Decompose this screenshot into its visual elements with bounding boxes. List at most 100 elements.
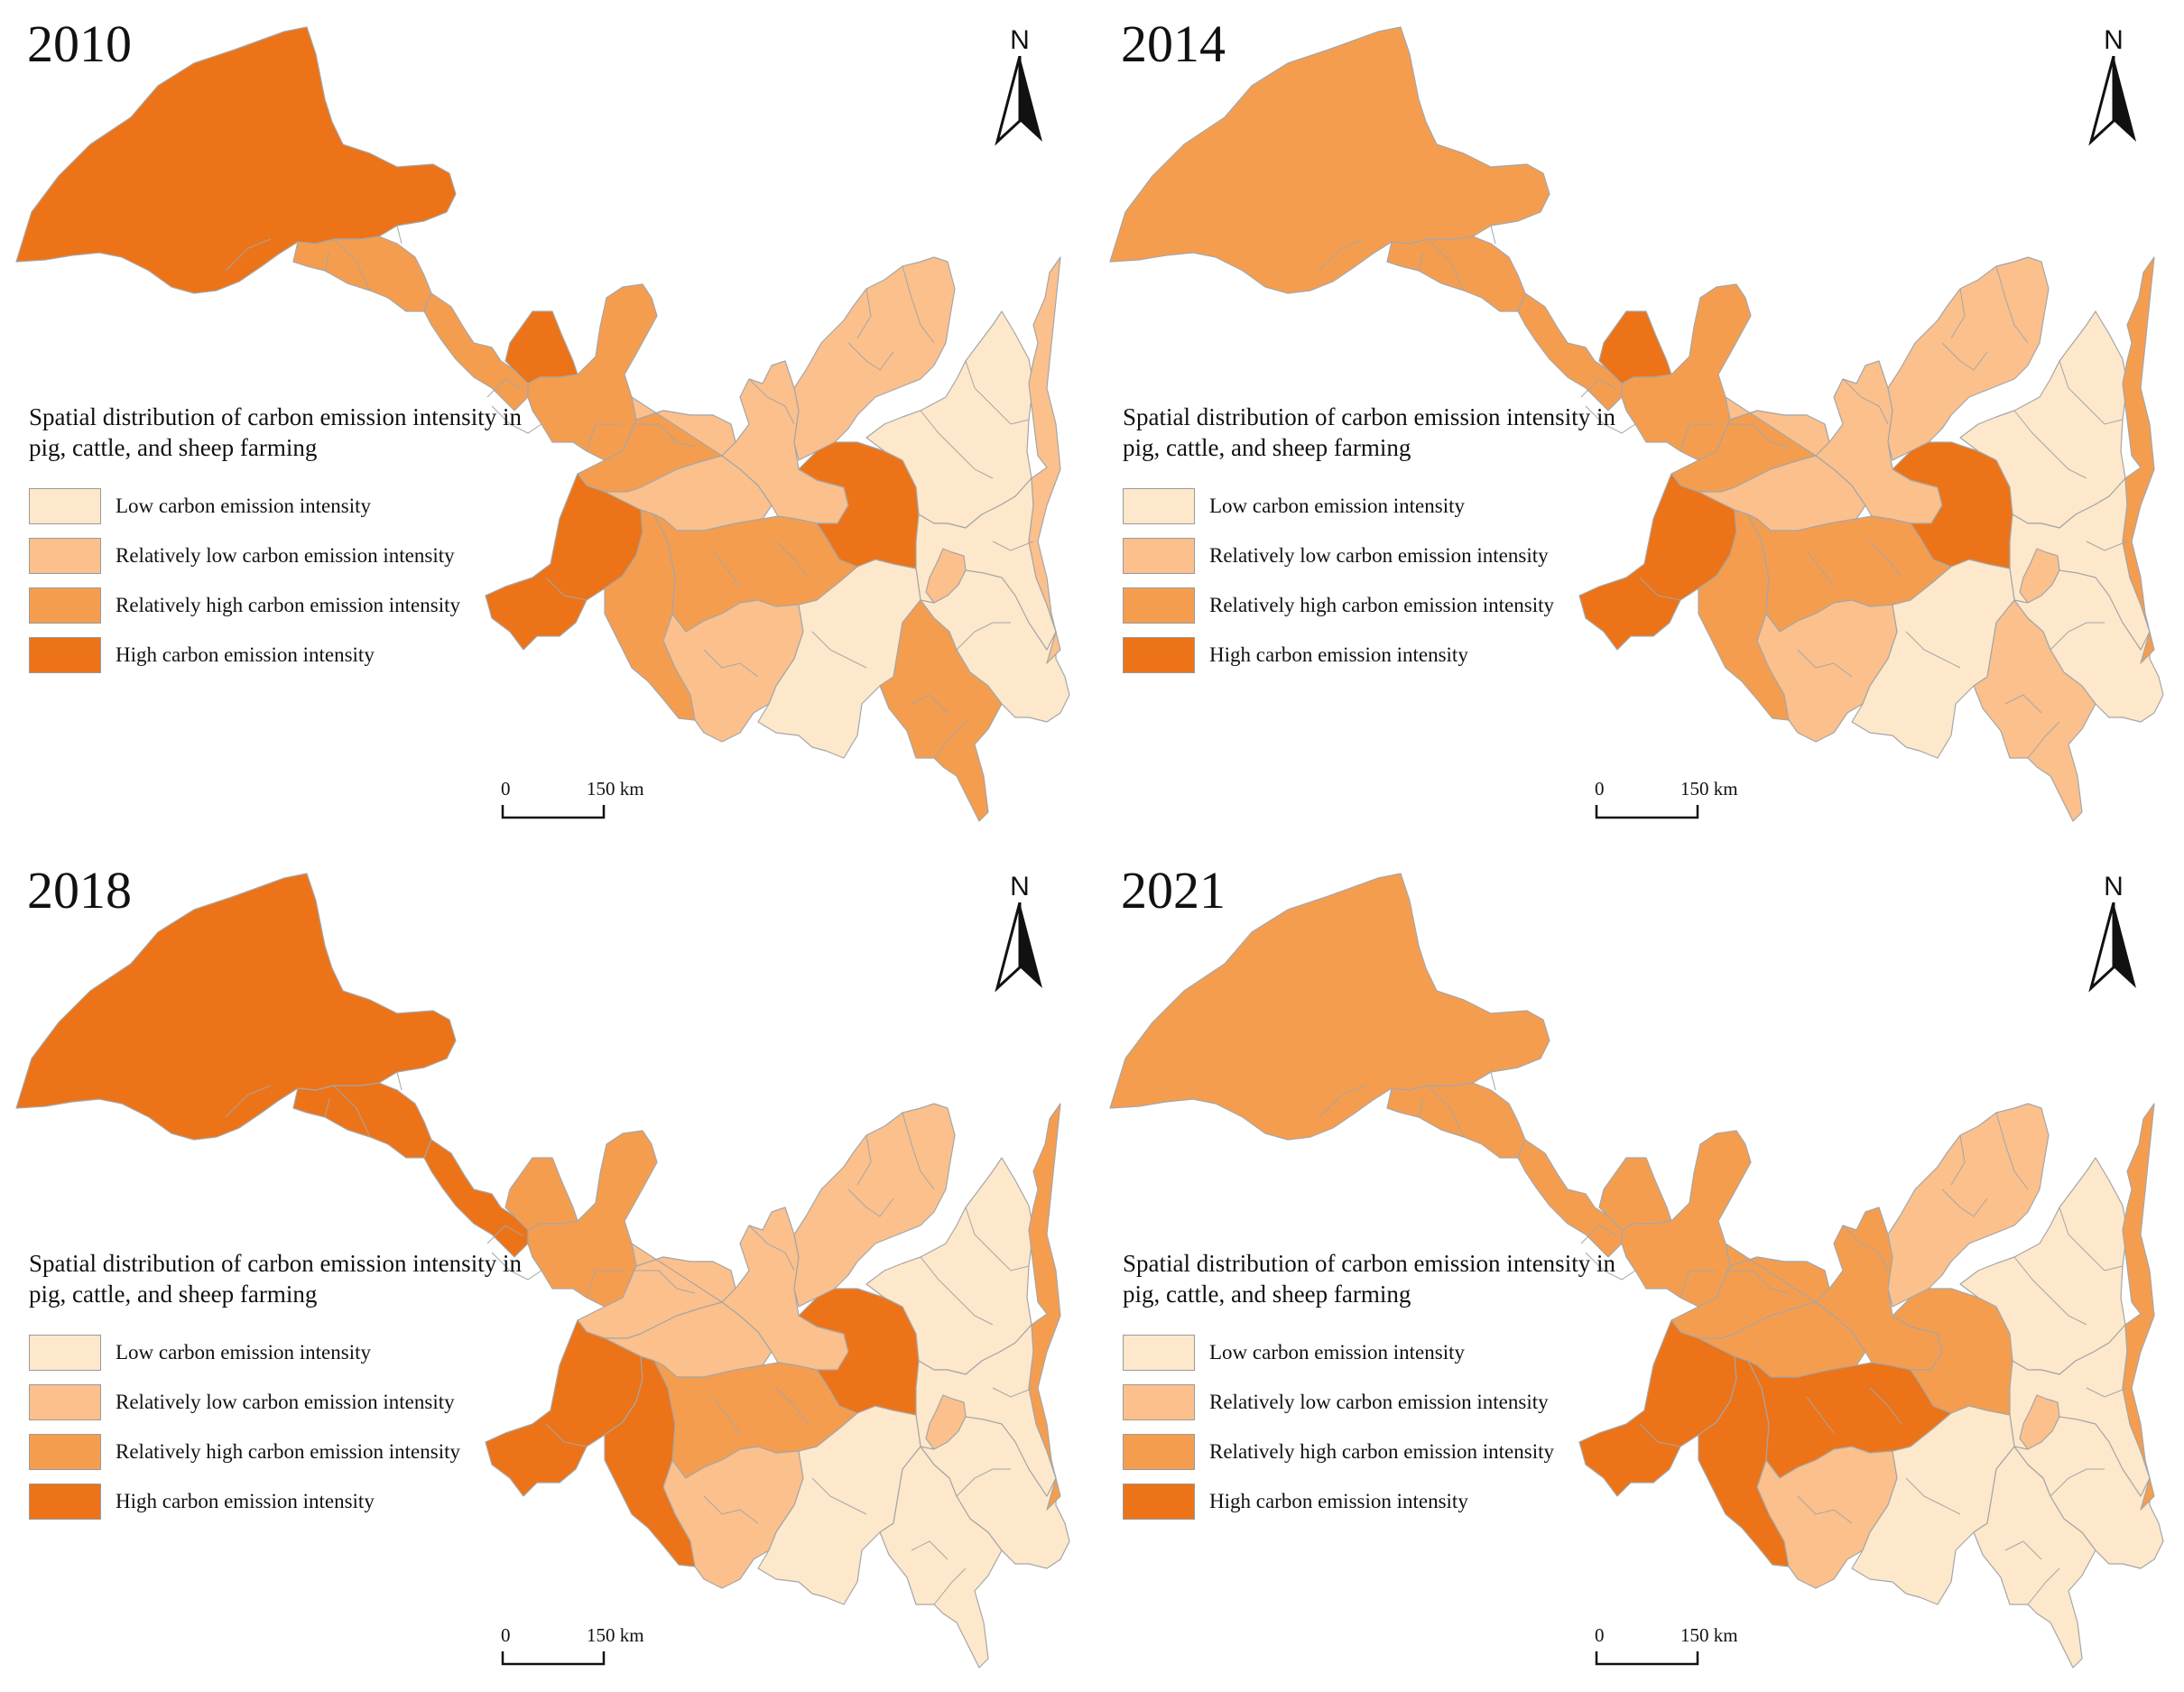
legend-label: Low carbon emission intensity: [116, 494, 371, 517]
legend-item: Relatively high carbon emission intensit…: [1123, 1427, 1628, 1476]
legend-label: Relatively high carbon emission intensit…: [1209, 1439, 1554, 1463]
legend-title: Spatial distribution of carbon emission …: [1123, 1250, 1615, 1308]
legend-label: Low carbon emission intensity: [1209, 1340, 1465, 1364]
legend-label: Low carbon emission intensity: [1209, 494, 1465, 517]
year-label: 2010: [27, 14, 132, 73]
north-arrow-icon: N: [988, 25, 1051, 146]
legend-item: High carbon emission intensity: [29, 1476, 534, 1526]
legend-item: Relatively high carbon emission intensit…: [1123, 580, 1628, 630]
legend-label: Relatively low carbon emission intensity: [116, 1390, 455, 1413]
legend-swatch: [1123, 587, 1195, 624]
north-label: N: [2104, 25, 2124, 55]
region-u: [1028, 1103, 1061, 1511]
region-e: [1621, 283, 1752, 461]
scale-end-label: 150 km: [1680, 1624, 1738, 1646]
legend-swatch: [1123, 1433, 1195, 1470]
legend-swatch: [29, 587, 101, 624]
legend-label: High carbon emission intensity: [1209, 643, 1468, 666]
legend-item: High carbon emission intensity: [29, 630, 534, 680]
region-u: [1028, 256, 1061, 664]
scale-bar: 0 150 km: [501, 1624, 645, 1678]
region-e: [527, 1130, 658, 1308]
choropleth-map: [1109, 26, 2164, 822]
year-label: 2021: [1121, 861, 1226, 920]
region-t: [920, 1416, 1070, 1569]
choropleth-map: [15, 873, 1070, 1669]
legend-label: Relatively low carbon emission intensity: [1209, 543, 1549, 567]
scale-end-label: 150 km: [1680, 778, 1738, 800]
region-t: [2013, 569, 2164, 723]
legend-item: Low carbon emission intensity: [1123, 1327, 1628, 1377]
choropleth-map: [15, 26, 1070, 822]
legend-label: Relatively low carbon emission intensity: [1209, 1390, 1549, 1413]
legend-item: Relatively high carbon emission intensit…: [29, 580, 534, 630]
legend-label: High carbon emission intensity: [116, 643, 375, 666]
legend-item: Relatively low carbon emission intensity: [1123, 1377, 1628, 1427]
legend-swatch: [1123, 1334, 1195, 1371]
year-label: 2018: [27, 861, 132, 920]
district-borders: [225, 225, 1034, 759]
north-label: N: [1010, 872, 1030, 901]
legend-item: Relatively low carbon emission intensity: [29, 1377, 534, 1427]
legend-swatch: [29, 636, 101, 673]
legend-item: Relatively high carbon emission intensit…: [29, 1427, 534, 1476]
map-panel-2018: 2018 N Spatial distribution of carbon emis…: [0, 846, 1092, 1692]
region-e: [527, 283, 658, 461]
legend-label: Relatively low carbon emission intensity: [116, 543, 455, 567]
scale-bar: 0 150 km: [501, 778, 645, 832]
region-t: [2013, 1416, 2164, 1569]
legend-swatch: [29, 1433, 101, 1470]
legend-swatch: [1123, 1483, 1195, 1520]
choropleth-map: [1109, 873, 2164, 1669]
legend-item: High carbon emission intensity: [1123, 1476, 1628, 1526]
scale-start-label: 0: [501, 1624, 511, 1646]
legend-label: Relatively high carbon emission intensit…: [1209, 593, 1554, 616]
district-borders: [225, 1071, 1034, 1605]
scale-bar: 0 150 km: [1595, 778, 1739, 832]
legend-swatch: [1123, 537, 1195, 574]
legend-swatch: [1123, 487, 1195, 524]
scale-start-label: 0: [1595, 778, 1605, 800]
district-borders: [1319, 225, 2128, 759]
legend-swatch: [29, 537, 101, 574]
legend-swatch: [29, 1483, 101, 1520]
region-a: [1109, 873, 1550, 1141]
north-arrow-icon: N: [988, 872, 1051, 993]
legend: Spatial distribution of carbon emission …: [1123, 402, 1628, 680]
region-e: [1621, 1130, 1752, 1308]
map-panel-2021: 2021 N Spatial distribution of carbon emis…: [1094, 846, 2184, 1692]
legend-label: High carbon emission intensity: [116, 1489, 375, 1512]
scale-end-label: 150 km: [587, 778, 644, 800]
legend-label: High carbon emission intensity: [1209, 1489, 1468, 1512]
scale-end-label: 150 km: [587, 1624, 644, 1646]
scale-start-label: 0: [1595, 1624, 1605, 1646]
legend-title: Spatial distribution of carbon emission …: [29, 403, 522, 461]
legend-swatch: [29, 1383, 101, 1420]
region-t: [920, 569, 1070, 723]
region-a: [15, 873, 457, 1141]
legend-item: Low carbon emission intensity: [29, 481, 534, 531]
region-a: [1109, 26, 1550, 294]
north-arrow-icon: N: [2082, 25, 2145, 146]
region-a: [15, 26, 457, 294]
legend-label: Low carbon emission intensity: [116, 1340, 371, 1364]
legend-item: Relatively low carbon emission intensity: [29, 531, 534, 580]
legend-swatch: [1123, 1383, 1195, 1420]
legend: Spatial distribution of carbon emission …: [29, 402, 534, 680]
legend-title: Spatial distribution of carbon emission …: [1123, 403, 1615, 461]
legend-item: Relatively low carbon emission intensity: [1123, 531, 1628, 580]
north-label: N: [1010, 25, 1030, 55]
legend-item: Low carbon emission intensity: [1123, 481, 1628, 531]
legend-swatch: [29, 487, 101, 524]
district-borders: [1319, 1071, 2128, 1605]
legend: Spatial distribution of carbon emission …: [1123, 1248, 1628, 1526]
legend-label: Relatively high carbon emission intensit…: [116, 593, 460, 616]
north-label: N: [2104, 872, 2124, 901]
legend-swatch: [29, 1334, 101, 1371]
map-panel-2010: 2010 N Spatial distribution of carbon emis…: [0, 0, 1092, 846]
legend-item: Low carbon emission intensity: [29, 1327, 534, 1377]
region-u: [2122, 256, 2155, 664]
north-arrow-icon: N: [2082, 872, 2145, 993]
legend-label: Relatively high carbon emission intensit…: [116, 1439, 460, 1463]
legend-title: Spatial distribution of carbon emission …: [29, 1250, 522, 1308]
